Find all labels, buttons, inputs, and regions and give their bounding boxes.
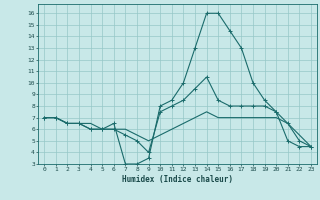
X-axis label: Humidex (Indice chaleur): Humidex (Indice chaleur) (122, 175, 233, 184)
